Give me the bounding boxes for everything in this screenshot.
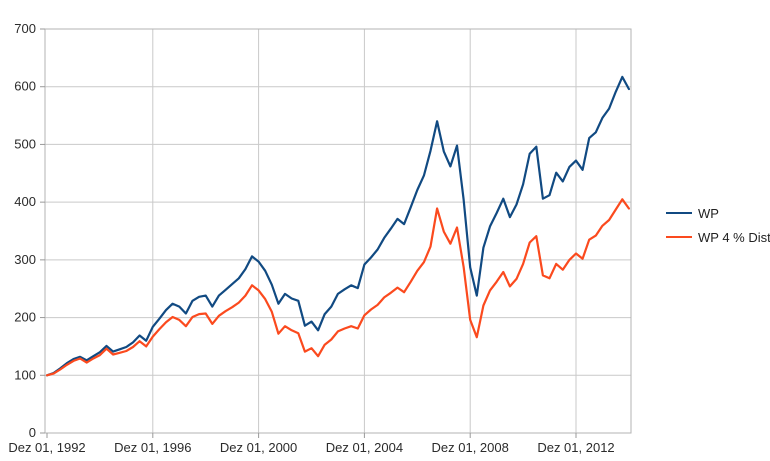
x-axis-labels: Dez 01, 1992 Dez 01, 1996 Dez 01, 2000 Dez … [8,440,614,455]
y-tick-label: 500 [14,136,36,151]
legend: WP WP 4 % Dist. [666,205,770,245]
legend-item-wp: WP [666,205,770,221]
y-tick-label: 400 [14,194,36,209]
legend-item-wp4dist: WP 4 % Dist. [666,229,770,245]
legend-line-swatch-wp4dist [666,236,692,238]
x-tick-label: Dez 01, 1992 [8,440,85,455]
y-tick-label: 700 [14,21,36,36]
y-tick-label: 100 [14,367,36,382]
x-tick-label: Dez 01, 2008 [432,440,509,455]
x-tick-label: Dez 01, 1996 [114,440,191,455]
y-axis-labels: 0 100 200 300 400 500 600 700 [14,21,36,440]
legend-line-swatch-wp [666,212,692,214]
legend-label-wp4dist: WP 4 % Dist. [698,229,770,245]
legend-label-wp: WP [698,205,719,221]
x-tick-label: Dez 01, 2000 [220,440,297,455]
y-tick-label: 300 [14,252,36,267]
plot-border [44,28,632,434]
series-line-wp [45,75,631,377]
y-tick-label: 0 [29,425,36,440]
x-tick-label: Dez 01, 2004 [326,440,403,455]
vertical-gridlines [152,29,577,433]
x-tick-label: Dez 01, 2012 [537,440,614,455]
y-tick-label: 600 [14,79,36,94]
series-line-wp4dist [45,198,631,377]
horizontal-gridlines [45,28,631,376]
y-tick-label: 200 [14,310,36,325]
axis-ticks [40,28,577,438]
